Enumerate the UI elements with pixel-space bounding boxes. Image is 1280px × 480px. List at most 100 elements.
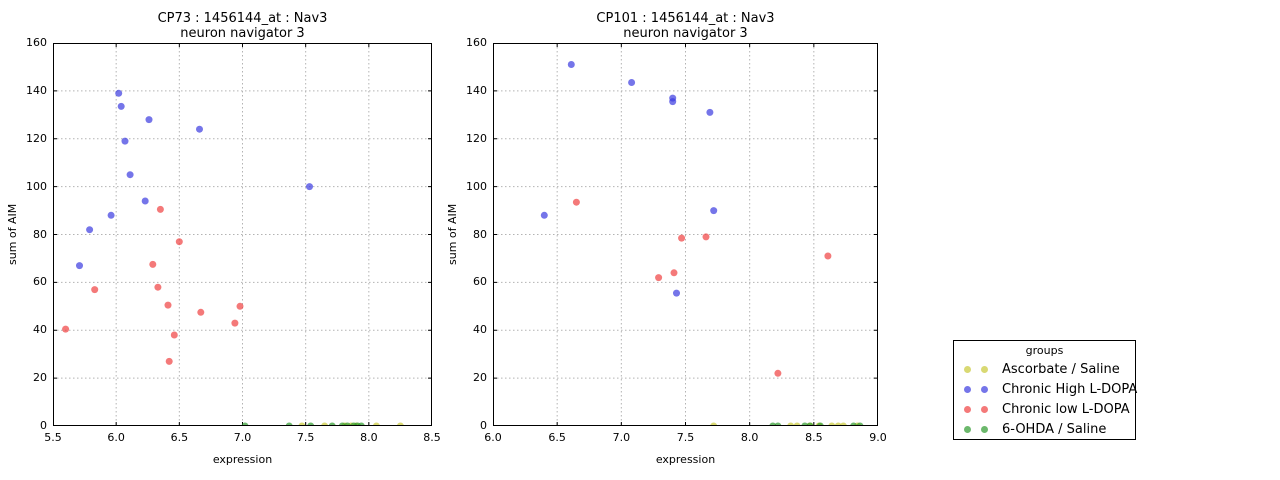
plot-title: CP73 : 1456144_at : Nav3 neuron navigato… [53,11,432,41]
plot-area [53,43,432,426]
data-point [154,283,162,291]
legend: groups Ascorbate / Saline Chronic High L-… [953,340,1138,440]
scatter-canvas [53,43,432,426]
y-tick-label: 20 [33,371,47,385]
data-point [107,211,115,219]
y-tick-label: 40 [473,323,487,337]
legend-marker-dot [981,425,988,433]
x-tick-label: 8.0 [740,431,759,444]
data-point [231,319,239,327]
data-point [149,260,157,268]
x-axis-label: expression [212,453,273,466]
data-point [91,286,99,294]
y-tick-label: 80 [33,227,47,241]
plot-title-line1: CP73 : 1456144_at : Nav3 [157,11,328,26]
x-tick-label: 8.5 [423,431,441,444]
data-point [170,331,178,339]
y-tick-label: 140 [26,83,47,97]
y-tick-label: 80 [473,227,487,241]
x-tick-label: 7.5 [676,431,695,444]
legend-marker-dot [981,405,988,413]
plot-title-line2: neuron navigator 3 [180,26,305,41]
data-point [628,79,636,86]
data-point [62,325,70,333]
x-tick-label: 6.0 [484,431,502,444]
scatter-canvas [493,43,878,426]
y-tick-label: 0 [480,419,487,432]
data-point [572,198,580,206]
data-point [156,205,164,213]
y-tick-label: 0 [40,419,47,432]
data-point [673,289,680,297]
legend-title: groups [1025,344,1064,357]
y-tick-label: 60 [473,275,487,289]
plot-title-line1: CP101 : 1456144_at : Nav3 [596,11,775,26]
data-point [540,211,548,219]
data-point [117,102,125,110]
data-point [76,262,83,270]
legend-marker-dot [964,405,971,413]
legend-entry-label: Ascorbate / Saline [1002,361,1120,377]
data-point [824,252,832,260]
x-tick-label: 7.0 [612,431,631,444]
plot-area [493,43,878,426]
y-tick-label: 100 [466,179,487,193]
data-point [86,226,94,234]
legend-entry-label: Chronic High L-DOPA [1002,381,1138,397]
x-tick-label: 6.5 [548,431,566,444]
legend-marker-dot [981,365,988,373]
legend-row: Ascorbate / Saline [954,359,1135,379]
plot-title: CP101 : 1456144_at : Nav3 neuron navigat… [493,11,878,41]
data-point [126,171,134,179]
legend-marker-dot [964,385,971,393]
legend-entry-label: Chronic low L-DOPA [1002,401,1130,417]
y-tick-label: 120 [26,131,47,145]
x-tick-label: 5.5 [44,431,62,444]
x-tick-label: 6.5 [170,431,189,444]
y-tick-label: 40 [33,323,47,337]
data-point [774,369,782,377]
data-point [678,234,686,242]
data-point [145,116,153,124]
legend-marker-dot [964,425,971,433]
legend-row: 6-OHDA / Saline [954,419,1135,439]
legend-entry-label: 6-OHDA / Saline [1002,421,1107,437]
y-tick-label: 60 [33,275,47,289]
data-point [236,302,244,310]
data-point [196,125,203,133]
data-point [710,207,718,215]
data-point [141,197,149,205]
data-point [115,89,123,97]
y-tick-label: 120 [466,131,487,145]
x-tick-label: 6.0 [107,431,125,444]
x-tick-label: 8.5 [805,431,823,444]
data-point [669,98,677,106]
data-point [567,61,575,68]
data-point [702,233,710,241]
plot-title-line2: neuron navigator 3 [623,26,748,41]
data-point [306,183,313,191]
data-point [164,301,172,309]
legend-marker-dot [981,385,988,393]
x-tick-label: 8.0 [360,431,378,444]
data-point [655,274,663,282]
legend-row: Chronic High L-DOPA [954,379,1138,399]
x-tick-label: 7.5 [296,431,315,444]
data-point [121,137,129,145]
x-axis-label: expression [655,453,716,466]
x-tick-label: 7.0 [233,431,252,444]
data-point [175,238,183,246]
y-tick-label: 20 [473,371,487,385]
y-tick-label: 160 [466,36,487,49]
data-point [670,269,678,277]
y-tick-label: 100 [26,179,47,193]
x-tick-label: 9.0 [869,431,887,444]
data-point [197,308,205,316]
legend-row: Chronic low L-DOPA [954,399,1135,419]
legend-entries: Ascorbate / Saline Chronic High L-DOPA Chr… [954,359,1138,439]
data-point [706,108,714,116]
y-tick-label: 140 [466,83,487,97]
